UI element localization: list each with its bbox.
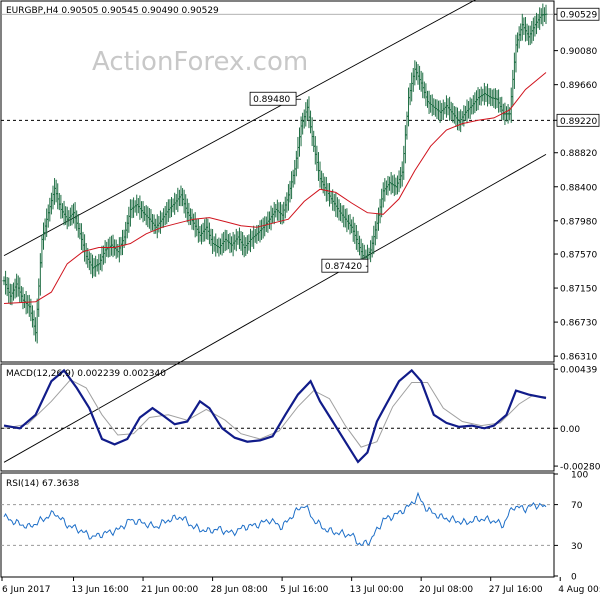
price-y-label: 0.86310 xyxy=(560,353,597,363)
price-y-label: 0.87980 xyxy=(560,217,597,227)
channel-lower-line xyxy=(3,153,547,463)
price-y-label: 0.88820 xyxy=(560,149,597,159)
price-panel-frame xyxy=(0,0,555,363)
macd-lines xyxy=(1,368,554,464)
annotation-box xyxy=(321,258,369,273)
x-label: 21 Jun 00:00 xyxy=(141,585,198,595)
x-label: 20 Jul 08:00 xyxy=(419,585,473,595)
macd-y-label: 0.00439 xyxy=(560,366,597,376)
x-label: 13 Jun 16:00 xyxy=(72,585,129,595)
price-moving-average xyxy=(3,72,547,304)
macd-y-axis: 0.00439 0.00 -0.002809 xyxy=(554,366,600,473)
watermark: ActionForex.com xyxy=(92,47,308,77)
macd-signal-line xyxy=(3,379,547,448)
annotation-label: 0.87420 xyxy=(325,262,362,272)
macd-main-line xyxy=(3,368,547,464)
x-label: 6 Jun 2017 xyxy=(2,585,50,595)
annotation-box xyxy=(249,91,297,106)
price-y-axis: 0.90529 0.90080 0.89660 0.89220 0.88820 0.884… xyxy=(554,7,600,363)
x-label: 13 Jul 00:00 xyxy=(350,585,404,595)
rsi-panel-title: RSI(14) 67.3638 xyxy=(6,479,79,489)
price-y-label: 0.89660 xyxy=(560,81,597,91)
price-y-label: 0.86730 xyxy=(560,319,597,329)
annotation-0-89480: 0.89480 xyxy=(249,91,302,106)
price-y-label-box xyxy=(556,113,600,127)
price-levels xyxy=(1,13,554,121)
moving-average-line xyxy=(3,72,547,304)
annotation-label: 0.89480 xyxy=(253,95,290,105)
rsi-y-axis: 100 70 30 0 xyxy=(554,471,588,583)
rsi-y-label: 70 xyxy=(571,501,583,511)
macd-panel-frame xyxy=(0,363,555,472)
x-label: 4 Aug 00:00 xyxy=(558,585,600,595)
rsi-panel-frame xyxy=(0,472,555,578)
price-channel xyxy=(3,0,547,463)
price-annotations: 0.89480 0.87420 xyxy=(249,91,369,273)
price-y-label: 0.90529 xyxy=(560,11,597,21)
price-y-label: 0.87570 xyxy=(560,251,597,261)
macd-y-label: 0.00 xyxy=(560,425,580,435)
rsi-line xyxy=(3,491,547,546)
annotation-0-87420: 0.87420 xyxy=(321,258,369,273)
price-y-label: 0.89220 xyxy=(560,117,597,127)
price-y-label: 0.87150 xyxy=(560,285,597,295)
macd-y-label: -0.002809 xyxy=(560,463,600,473)
rsi-y-label: 0 xyxy=(571,573,577,583)
price-y-label: 0.88400 xyxy=(560,183,597,193)
rsi-lines xyxy=(1,491,554,546)
rsi-y-label: 100 xyxy=(571,471,588,481)
x-label: 27 Jul 16:00 xyxy=(489,585,543,595)
channel-upper-line xyxy=(3,0,476,257)
macd-panel-title: MACD(12,26,9) 0.002239 0.002340 xyxy=(6,369,166,379)
x-axis: 6 Jun 2017 13 Jun 16:00 21 Jun 00:00 28 Jun… xyxy=(1,577,600,595)
price-bar xyxy=(544,4,548,24)
x-label: 28 Jun 08:00 xyxy=(211,585,268,595)
price-y-label-box xyxy=(556,7,600,21)
x-label: 5 Jul 16:00 xyxy=(280,585,329,595)
price-bars xyxy=(2,3,548,344)
price-panel-title: EURGBP,H4 0.90505 0.90545 0.90490 0.9052… xyxy=(6,6,219,16)
price-y-label: 0.90080 xyxy=(560,47,597,57)
rsi-y-label: 30 xyxy=(571,542,583,552)
